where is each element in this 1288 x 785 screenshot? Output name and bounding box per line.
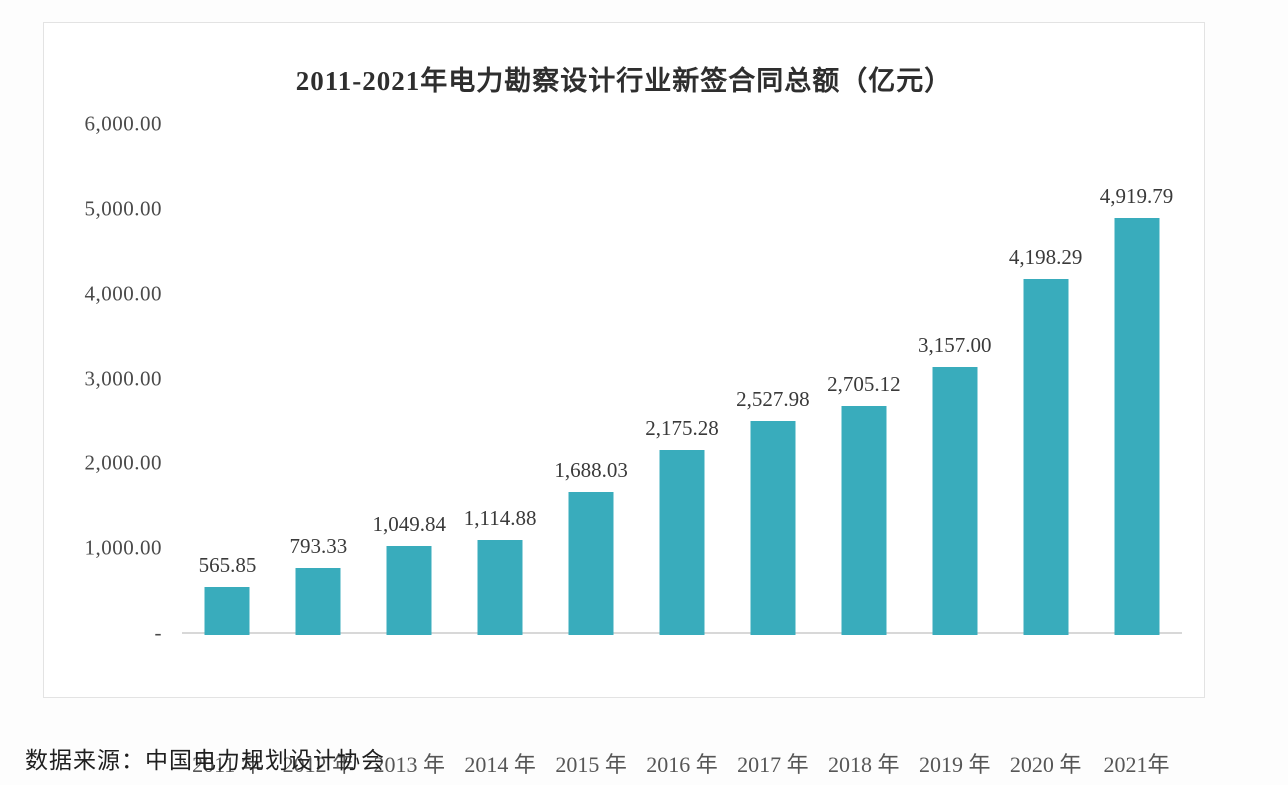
x-tick-label: 2013 年 bbox=[373, 752, 446, 777]
value-label: 1,114.88 bbox=[463, 506, 537, 531]
value-label: 793.33 bbox=[289, 533, 348, 558]
value-label: 1,049.84 bbox=[372, 511, 447, 536]
bar-2017 bbox=[750, 420, 796, 635]
x-tick-label: 2020 年 bbox=[1009, 752, 1082, 777]
value-label: 1,688.03 bbox=[554, 457, 628, 482]
y-tick-label: 1,000.00 bbox=[84, 535, 162, 560]
value-label: 4,919.79 bbox=[1099, 183, 1174, 208]
bar-2021 bbox=[1114, 217, 1160, 635]
chart-title: 2011-2021年电力勘察设计行业新签合同总额（亿元） bbox=[295, 66, 953, 96]
y-tick-label: 2,000.00 bbox=[84, 450, 162, 475]
x-tick-label: 2014 年 bbox=[464, 752, 536, 777]
y-tick-label: 4,000.00 bbox=[84, 281, 162, 306]
y-axis: 6,000.00 5,000.00 4,000.00 3,000.00 2,000.00… bbox=[44, 112, 162, 645]
value-label: 565.85 bbox=[198, 553, 257, 577]
x-tick-label: 2012 年 bbox=[282, 752, 355, 777]
x-tick-label: 2017 年 bbox=[737, 752, 809, 777]
x-axis: 2011 年 2012 年 2013 年 2014 年 2015 年 2016 年 2017… bbox=[182, 748, 1182, 782]
bar-2015 bbox=[568, 491, 614, 635]
bar-2018 bbox=[841, 405, 887, 635]
value-label: 2,527.98 bbox=[736, 386, 810, 411]
bar-2011 bbox=[204, 587, 250, 635]
bar-2016 bbox=[659, 450, 705, 635]
x-tick-label: 2018 年 bbox=[828, 752, 900, 777]
bar-2014 bbox=[477, 540, 523, 635]
y-tick-label: 6,000.00 bbox=[84, 111, 162, 136]
y-tick-label: - bbox=[154, 620, 162, 645]
value-label: 2,175.28 bbox=[645, 416, 719, 441]
x-tick-label: 2016 年 bbox=[646, 752, 718, 777]
x-tick-label: 2015 年 bbox=[555, 752, 627, 777]
bar-2020 bbox=[1023, 278, 1069, 635]
value-label: 2,705.12 bbox=[827, 371, 901, 396]
plot-area: 565.85 793.33 1,049.84 1,114.88 1,688.03 2,17… bbox=[182, 124, 1182, 635]
x-tick-label: 2019 年 bbox=[918, 752, 991, 777]
bar-2019 bbox=[932, 367, 978, 635]
value-label: 3,157.00 bbox=[917, 333, 992, 358]
bar-2012 bbox=[295, 567, 341, 635]
data-source: 数据来源：中国电力规划设计协会 bbox=[25, 748, 385, 773]
chart-card: 2011-2021年电力勘察设计行业新签合同总额（亿元） 6,000.00 5,0… bbox=[43, 22, 1205, 777]
x-tick-label: 2021年 bbox=[1103, 752, 1170, 777]
y-tick-label: 5,000.00 bbox=[84, 196, 162, 221]
x-tick-label: 2011 年 bbox=[192, 752, 263, 777]
y-tick-label: 3,000.00 bbox=[84, 366, 162, 390]
value-label: 4,198.29 bbox=[1008, 244, 1083, 269]
bar-2013 bbox=[386, 545, 432, 635]
